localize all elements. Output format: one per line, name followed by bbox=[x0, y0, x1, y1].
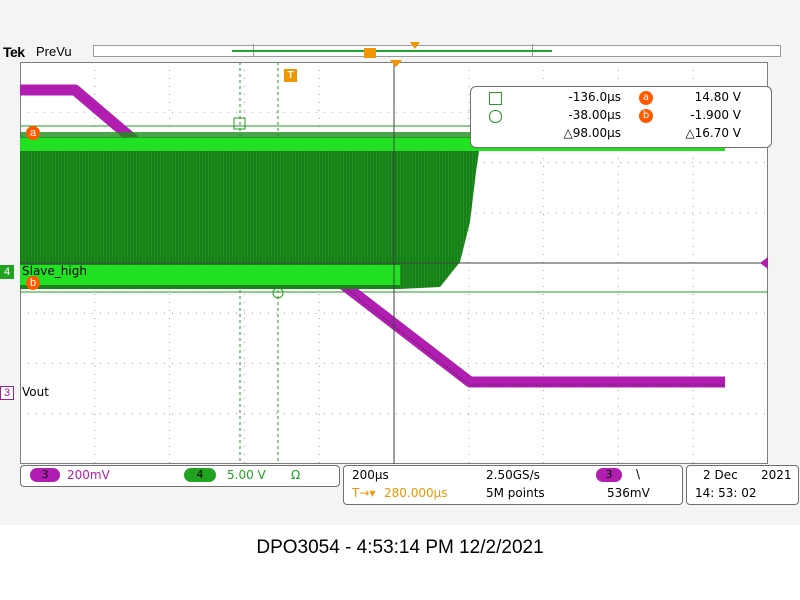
year: 2021 bbox=[761, 468, 792, 482]
cursor-1-square-marker bbox=[233, 117, 246, 130]
ch4-badge[interactable]: 4 bbox=[184, 468, 216, 482]
ch3-scale: 200mV bbox=[67, 468, 110, 482]
ch4-top-noise bbox=[20, 132, 725, 138]
trigger-level-icon bbox=[760, 257, 768, 269]
trigger-position-marker: T bbox=[284, 69, 297, 82]
cursor-delta-time: △98.00µs bbox=[563, 126, 621, 140]
sample-rate: 2.50GS/s bbox=[486, 468, 540, 482]
trigger-arrow-icon bbox=[390, 60, 402, 67]
cursor-row-2: -38.00µs b -1.900 V bbox=[471, 108, 771, 126]
trigger-source-badge[interactable]: 3 bbox=[596, 468, 622, 482]
cursor-b-badge: b bbox=[639, 109, 653, 123]
cursor-b-marker[interactable]: b bbox=[26, 276, 40, 290]
vertical-settings-box: 3 200mV 4 5.00 V Ω bbox=[20, 465, 340, 487]
ch3-badge[interactable]: 3 bbox=[30, 468, 60, 482]
time: 14: 53: 02 bbox=[695, 486, 757, 500]
cursor-square-icon bbox=[489, 92, 502, 105]
brand-logo: Tek bbox=[3, 44, 25, 60]
ch3-marker[interactable]: 3 bbox=[0, 386, 14, 400]
horizontal-delay: 280.000µs bbox=[384, 486, 448, 500]
horizontal-trigger-box: 200µs 2.50GS/s 3 \ T→▾ 280.000µs 5M poin… bbox=[343, 465, 683, 505]
waveform-display bbox=[20, 62, 768, 464]
scope-screen: Tek PreVu bbox=[0, 0, 800, 525]
ch4-noise-tail bbox=[400, 144, 480, 289]
cursor-row-3: △98.00µs △16.70 V bbox=[471, 126, 771, 144]
record-position-icon bbox=[410, 42, 420, 49]
ch4-termination: Ω bbox=[291, 468, 301, 482]
ch4-low-level bbox=[20, 265, 400, 285]
datetime-box: 2 Dec 2021 14: 53: 02 bbox=[686, 465, 799, 505]
cursor-delta-volt: △16.70 V bbox=[685, 126, 741, 140]
cursor-a-marker[interactable]: a bbox=[26, 126, 40, 140]
trigger-level: 536mV bbox=[607, 486, 650, 500]
cursor-volt-a: 14.80 V bbox=[694, 90, 741, 104]
delay-prefix: T→▾ bbox=[352, 486, 376, 500]
cursor-circle-icon bbox=[489, 110, 502, 123]
date: 2 Dec bbox=[703, 468, 738, 482]
record-length: 5M points bbox=[486, 486, 545, 500]
record-view-indicator bbox=[232, 50, 552, 52]
trigger-slope-icon: \ bbox=[636, 467, 641, 481]
acquisition-mode: PreVu bbox=[36, 44, 72, 59]
ch4-noise-band bbox=[20, 144, 400, 289]
screenshot-caption: DPO3054 - 4:53:14 PM 12/2/2021 bbox=[256, 537, 544, 558]
ch3-label: Vout bbox=[22, 385, 49, 399]
cursor-a-badge: a bbox=[639, 91, 653, 105]
ch4-label: Slave_high bbox=[22, 264, 87, 278]
cursor-readout-panel: -136.0µs a 14.80 V -38.00µs b -1.900 V △… bbox=[470, 86, 772, 148]
ch4-marker[interactable]: 4 bbox=[0, 265, 14, 279]
cursor-volt-b: -1.900 V bbox=[690, 108, 741, 122]
timebase: 200µs bbox=[352, 468, 389, 482]
top-bar: Tek PreVu bbox=[0, 0, 800, 62]
ch3-trace-noise bbox=[339, 283, 725, 386]
cursor-row-1: -136.0µs a 14.80 V bbox=[471, 90, 771, 108]
ch3-trace-lower bbox=[336, 277, 725, 388]
record-trigger-icon bbox=[364, 48, 376, 58]
ch4-scale: 5.00 V bbox=[227, 468, 266, 482]
cursor-time-1: -136.0µs bbox=[568, 90, 621, 104]
cursor-time-2: -38.00µs bbox=[568, 108, 621, 122]
